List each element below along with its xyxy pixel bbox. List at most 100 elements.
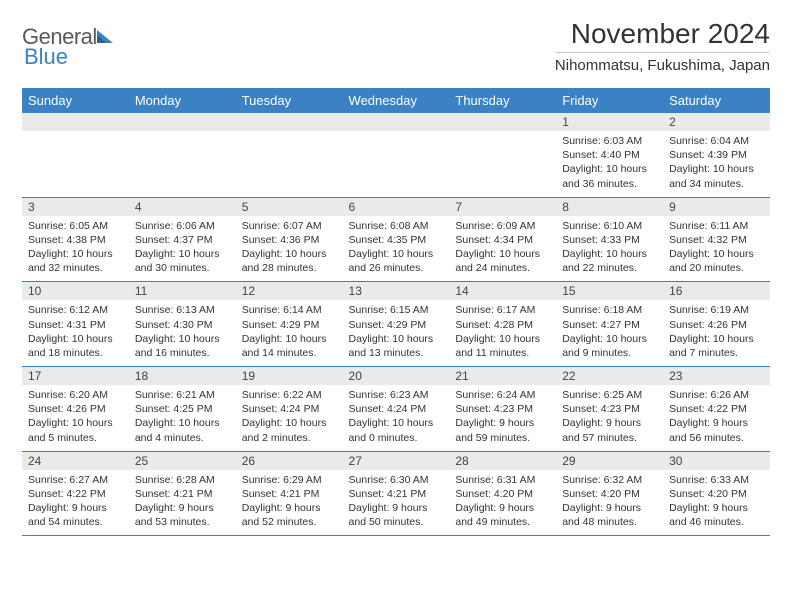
- day-number-cell: 27: [343, 451, 450, 470]
- day-detail-cell: Sunrise: 6:30 AMSunset: 4:21 PMDaylight:…: [343, 470, 450, 536]
- sunset-text: Sunset: 4:35 PM: [349, 233, 444, 247]
- weekday-header-row: Sunday Monday Tuesday Wednesday Thursday…: [22, 88, 770, 113]
- day-number-cell: 4: [129, 197, 236, 216]
- day-detail-row: Sunrise: 6:05 AMSunset: 4:38 PMDaylight:…: [22, 216, 770, 282]
- sunset-text: Sunset: 4:29 PM: [349, 318, 444, 332]
- day-number-cell: 10: [22, 282, 129, 301]
- day-detail-cell: [22, 131, 129, 197]
- day-number-row: 12: [22, 113, 770, 131]
- daylight-text: Daylight: 9 hours and 52 minutes.: [242, 501, 337, 529]
- daylight-text: Daylight: 9 hours and 50 minutes.: [349, 501, 444, 529]
- day-detail-cell: Sunrise: 6:31 AMSunset: 4:20 PMDaylight:…: [449, 470, 556, 536]
- sunrise-text: Sunrise: 6:03 AM: [562, 134, 657, 148]
- daylight-text: Daylight: 10 hours and 24 minutes.: [455, 247, 550, 275]
- sunrise-text: Sunrise: 6:04 AM: [669, 134, 764, 148]
- sunrise-text: Sunrise: 6:21 AM: [135, 388, 230, 402]
- day-detail-cell: Sunrise: 6:09 AMSunset: 4:34 PMDaylight:…: [449, 216, 556, 282]
- day-detail-cell: Sunrise: 6:13 AMSunset: 4:30 PMDaylight:…: [129, 300, 236, 366]
- day-detail-cell: Sunrise: 6:06 AMSunset: 4:37 PMDaylight:…: [129, 216, 236, 282]
- sunrise-text: Sunrise: 6:09 AM: [455, 219, 550, 233]
- day-number-cell: 29: [556, 451, 663, 470]
- day-detail-cell: Sunrise: 6:22 AMSunset: 4:24 PMDaylight:…: [236, 385, 343, 451]
- weekday-header: Monday: [129, 88, 236, 113]
- sunset-text: Sunset: 4:39 PM: [669, 148, 764, 162]
- daylight-text: Daylight: 10 hours and 11 minutes.: [455, 332, 550, 360]
- day-detail-cell: Sunrise: 6:19 AMSunset: 4:26 PMDaylight:…: [663, 300, 770, 366]
- logo-text-blue: Blue: [24, 44, 68, 70]
- sunset-text: Sunset: 4:23 PM: [562, 402, 657, 416]
- day-detail-cell: [343, 131, 450, 197]
- sunrise-text: Sunrise: 6:32 AM: [562, 473, 657, 487]
- weekday-header: Friday: [556, 88, 663, 113]
- sunrise-text: Sunrise: 6:11 AM: [669, 219, 764, 233]
- day-detail-cell: Sunrise: 6:10 AMSunset: 4:33 PMDaylight:…: [556, 216, 663, 282]
- day-number-cell: [449, 113, 556, 131]
- sunset-text: Sunset: 4:32 PM: [669, 233, 764, 247]
- sunset-text: Sunset: 4:21 PM: [135, 487, 230, 501]
- day-number-row: 24252627282930: [22, 451, 770, 470]
- day-number-cell: 25: [129, 451, 236, 470]
- day-detail-cell: Sunrise: 6:11 AMSunset: 4:32 PMDaylight:…: [663, 216, 770, 282]
- calendar-body: 12Sunrise: 6:03 AMSunset: 4:40 PMDayligh…: [22, 113, 770, 536]
- header: General November 2024 Nihommatsu, Fukush…: [22, 18, 770, 74]
- day-number-cell: 26: [236, 451, 343, 470]
- day-number-cell: 16: [663, 282, 770, 301]
- daylight-text: Daylight: 9 hours and 57 minutes.: [562, 416, 657, 444]
- daylight-text: Daylight: 10 hours and 13 minutes.: [349, 332, 444, 360]
- weekday-header: Tuesday: [236, 88, 343, 113]
- day-number-cell: 23: [663, 367, 770, 386]
- day-detail-cell: Sunrise: 6:26 AMSunset: 4:22 PMDaylight:…: [663, 385, 770, 451]
- daylight-text: Daylight: 10 hours and 34 minutes.: [669, 162, 764, 190]
- daylight-text: Daylight: 10 hours and 0 minutes.: [349, 416, 444, 444]
- day-detail-cell: [129, 131, 236, 197]
- sunset-text: Sunset: 4:40 PM: [562, 148, 657, 162]
- sunrise-text: Sunrise: 6:18 AM: [562, 303, 657, 317]
- day-detail-cell: Sunrise: 6:33 AMSunset: 4:20 PMDaylight:…: [663, 470, 770, 536]
- sunrise-text: Sunrise: 6:27 AM: [28, 473, 123, 487]
- sunrise-text: Sunrise: 6:15 AM: [349, 303, 444, 317]
- sunset-text: Sunset: 4:37 PM: [135, 233, 230, 247]
- day-detail-cell: Sunrise: 6:21 AMSunset: 4:25 PMDaylight:…: [129, 385, 236, 451]
- daylight-text: Daylight: 9 hours and 59 minutes.: [455, 416, 550, 444]
- daylight-text: Daylight: 10 hours and 4 minutes.: [135, 416, 230, 444]
- sunrise-text: Sunrise: 6:26 AM: [669, 388, 764, 402]
- sunset-text: Sunset: 4:21 PM: [349, 487, 444, 501]
- day-number-cell: [236, 113, 343, 131]
- day-number-cell: 14: [449, 282, 556, 301]
- daylight-text: Daylight: 9 hours and 49 minutes.: [455, 501, 550, 529]
- day-number-cell: 5: [236, 197, 343, 216]
- sunrise-text: Sunrise: 6:29 AM: [242, 473, 337, 487]
- calendar-table: Sunday Monday Tuesday Wednesday Thursday…: [22, 88, 770, 536]
- day-detail-cell: Sunrise: 6:14 AMSunset: 4:29 PMDaylight:…: [236, 300, 343, 366]
- sunset-text: Sunset: 4:20 PM: [669, 487, 764, 501]
- daylight-text: Daylight: 10 hours and 9 minutes.: [562, 332, 657, 360]
- sunset-text: Sunset: 4:23 PM: [455, 402, 550, 416]
- logo-triangle-icon: [97, 26, 117, 49]
- daylight-text: Daylight: 10 hours and 30 minutes.: [135, 247, 230, 275]
- sunrise-text: Sunrise: 6:22 AM: [242, 388, 337, 402]
- day-number-cell: 21: [449, 367, 556, 386]
- daylight-text: Daylight: 10 hours and 2 minutes.: [242, 416, 337, 444]
- sunrise-text: Sunrise: 6:17 AM: [455, 303, 550, 317]
- sunrise-text: Sunrise: 6:07 AM: [242, 219, 337, 233]
- sunrise-text: Sunrise: 6:23 AM: [349, 388, 444, 402]
- day-detail-cell: Sunrise: 6:27 AMSunset: 4:22 PMDaylight:…: [22, 470, 129, 536]
- day-detail-cell: Sunrise: 6:24 AMSunset: 4:23 PMDaylight:…: [449, 385, 556, 451]
- daylight-text: Daylight: 10 hours and 16 minutes.: [135, 332, 230, 360]
- weekday-header: Wednesday: [343, 88, 450, 113]
- sunset-text: Sunset: 4:29 PM: [242, 318, 337, 332]
- sunset-text: Sunset: 4:26 PM: [669, 318, 764, 332]
- sunset-text: Sunset: 4:34 PM: [455, 233, 550, 247]
- sunrise-text: Sunrise: 6:33 AM: [669, 473, 764, 487]
- day-detail-row: Sunrise: 6:27 AMSunset: 4:22 PMDaylight:…: [22, 470, 770, 536]
- day-detail-cell: Sunrise: 6:04 AMSunset: 4:39 PMDaylight:…: [663, 131, 770, 197]
- day-number-cell: 1: [556, 113, 663, 131]
- day-number-cell: 19: [236, 367, 343, 386]
- sunset-text: Sunset: 4:25 PM: [135, 402, 230, 416]
- day-number-cell: 6: [343, 197, 450, 216]
- day-number-row: 17181920212223: [22, 367, 770, 386]
- sunrise-text: Sunrise: 6:28 AM: [135, 473, 230, 487]
- sunset-text: Sunset: 4:38 PM: [28, 233, 123, 247]
- day-detail-cell: Sunrise: 6:08 AMSunset: 4:35 PMDaylight:…: [343, 216, 450, 282]
- daylight-text: Daylight: 10 hours and 36 minutes.: [562, 162, 657, 190]
